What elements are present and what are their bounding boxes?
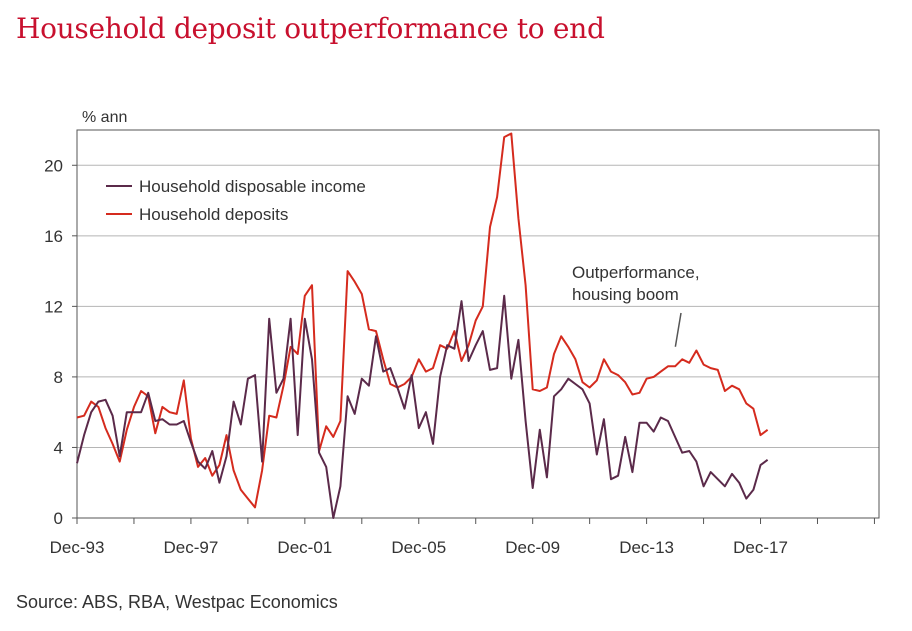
grid-lines	[77, 164, 879, 448]
series-line	[76, 294, 769, 519]
legend-label: Household deposits	[139, 205, 288, 224]
legend-label: Household disposable income	[139, 177, 366, 196]
x-tick-label: Dec-17	[733, 538, 788, 557]
x-tick-label: Dec-09	[505, 538, 560, 557]
x-tick-label: Dec-93	[50, 538, 105, 557]
y-axis-label: % ann	[82, 109, 127, 126]
x-tick-label: Dec-97	[164, 538, 219, 557]
y-tick-label: 8	[54, 368, 63, 387]
legend: Household disposable income Household dep…	[106, 177, 366, 224]
y-tick-label: 16	[44, 227, 63, 246]
annotation-pointer	[674, 312, 682, 347]
x-axis-ticks: Dec-93 Dec-97 Dec-01 Dec-05 Dec-09 Dec-13 Dec-…	[50, 518, 875, 557]
annotation-label: housing boom	[572, 285, 679, 304]
y-tick-label: 4	[54, 438, 63, 457]
x-tick-label: Dec-13	[619, 538, 674, 557]
source-note: Source: ABS, RBA, Westpac Economics	[16, 592, 338, 612]
y-tick-label: 20	[44, 156, 63, 175]
x-tick-label: Dec-05	[391, 538, 446, 557]
annotation-label: Outperformance,	[572, 263, 700, 282]
annotation: Outperformance, housing boom	[572, 263, 700, 347]
y-tick-label: 0	[54, 509, 63, 528]
chart-title: Household deposit outperformance to end	[16, 12, 605, 45]
y-tick-label: 12	[44, 297, 63, 316]
series-lines	[76, 132, 769, 519]
x-tick-label: Dec-01	[277, 538, 332, 557]
y-axis-ticks: 0 4 8 12 16 20	[44, 156, 77, 528]
plot-frame	[76, 129, 880, 519]
